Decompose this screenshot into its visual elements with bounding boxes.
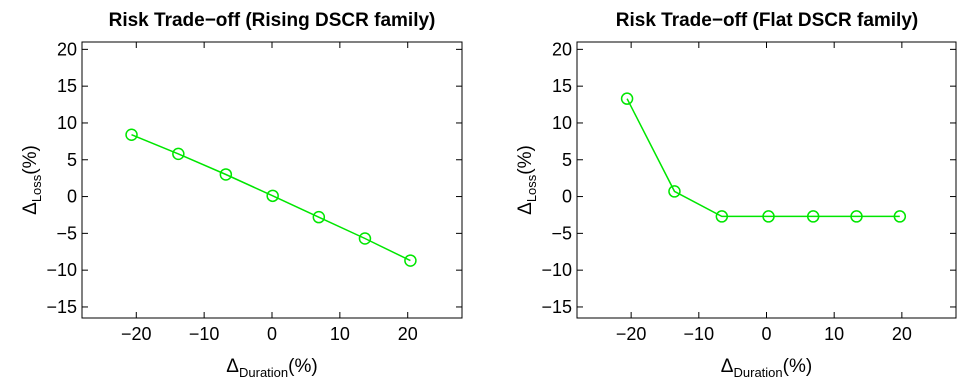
plot-area (576, 41, 957, 319)
y-tick-label: 10 (57, 113, 77, 133)
y-tick-label: 0 (67, 187, 77, 207)
y-tick-label: −5 (56, 223, 77, 243)
x-tick-label: 10 (330, 324, 350, 344)
x-tick-label: −20 (616, 324, 647, 344)
y-tick-label: −15 (541, 297, 572, 317)
y-tick-label: −15 (46, 297, 77, 317)
data-point-marker (762, 210, 775, 223)
x-tick-label: −10 (684, 324, 715, 344)
data-point-marker (312, 210, 326, 224)
data-point-marker (172, 147, 185, 161)
y-tick-label: −10 (46, 260, 77, 280)
y-axis-label: ΔLoss(%) (20, 145, 44, 215)
chart-panel-1: Risk Trade−off (Rising DSCR family) −20 −1… (20, 10, 463, 380)
y-tick-label: 20 (57, 39, 77, 59)
x-tick-label: 10 (824, 324, 844, 344)
x-axis-label: ΔDuration(%) (721, 356, 812, 380)
x-tick-label: 20 (892, 324, 912, 344)
series-line (626, 98, 900, 218)
data-point-marker (266, 189, 279, 203)
chart-title: Risk Trade−off (Rising DSCR family) (109, 10, 436, 31)
data-point-marker (125, 128, 138, 141)
y-tick-label: −5 (551, 223, 572, 243)
plot-area (81, 41, 463, 319)
data-point-marker (620, 92, 634, 105)
x-tick-label: 0 (761, 324, 771, 344)
x-axis-label: ΔDuration(%) (226, 356, 317, 380)
x-tick-label: 0 (267, 324, 277, 344)
x-tick-label: 20 (398, 324, 418, 344)
y-tick-label: 20 (552, 39, 572, 59)
data-point-marker (404, 254, 417, 267)
data-point-marker (668, 185, 681, 198)
y-tick-label: 5 (67, 150, 77, 170)
chart-title: Risk Trade−off (Flat DSCR family) (616, 10, 918, 31)
y-tick-label: 5 (562, 150, 572, 170)
y-axis-label: ΔLoss(%) (515, 145, 539, 215)
x-tick-label: −10 (189, 324, 220, 344)
data-point-marker (219, 168, 233, 181)
y-tick-label: 0 (562, 187, 572, 207)
x-tick-label: −20 (121, 324, 152, 344)
chart-panel-2: Risk Trade−off (Flat DSCR family) −20 −10 0… (515, 10, 957, 380)
y-tick-label: −10 (541, 260, 572, 280)
data-point-marker (358, 232, 372, 245)
data-point-marker (850, 210, 863, 223)
data-point-marker (806, 210, 820, 223)
y-tick-label: 10 (552, 113, 572, 133)
data-point-marker (893, 210, 907, 223)
y-tick-label: 15 (57, 76, 77, 96)
data-point-marker (715, 210, 729, 223)
y-tick-label: 15 (552, 76, 572, 96)
series-line (131, 134, 411, 262)
